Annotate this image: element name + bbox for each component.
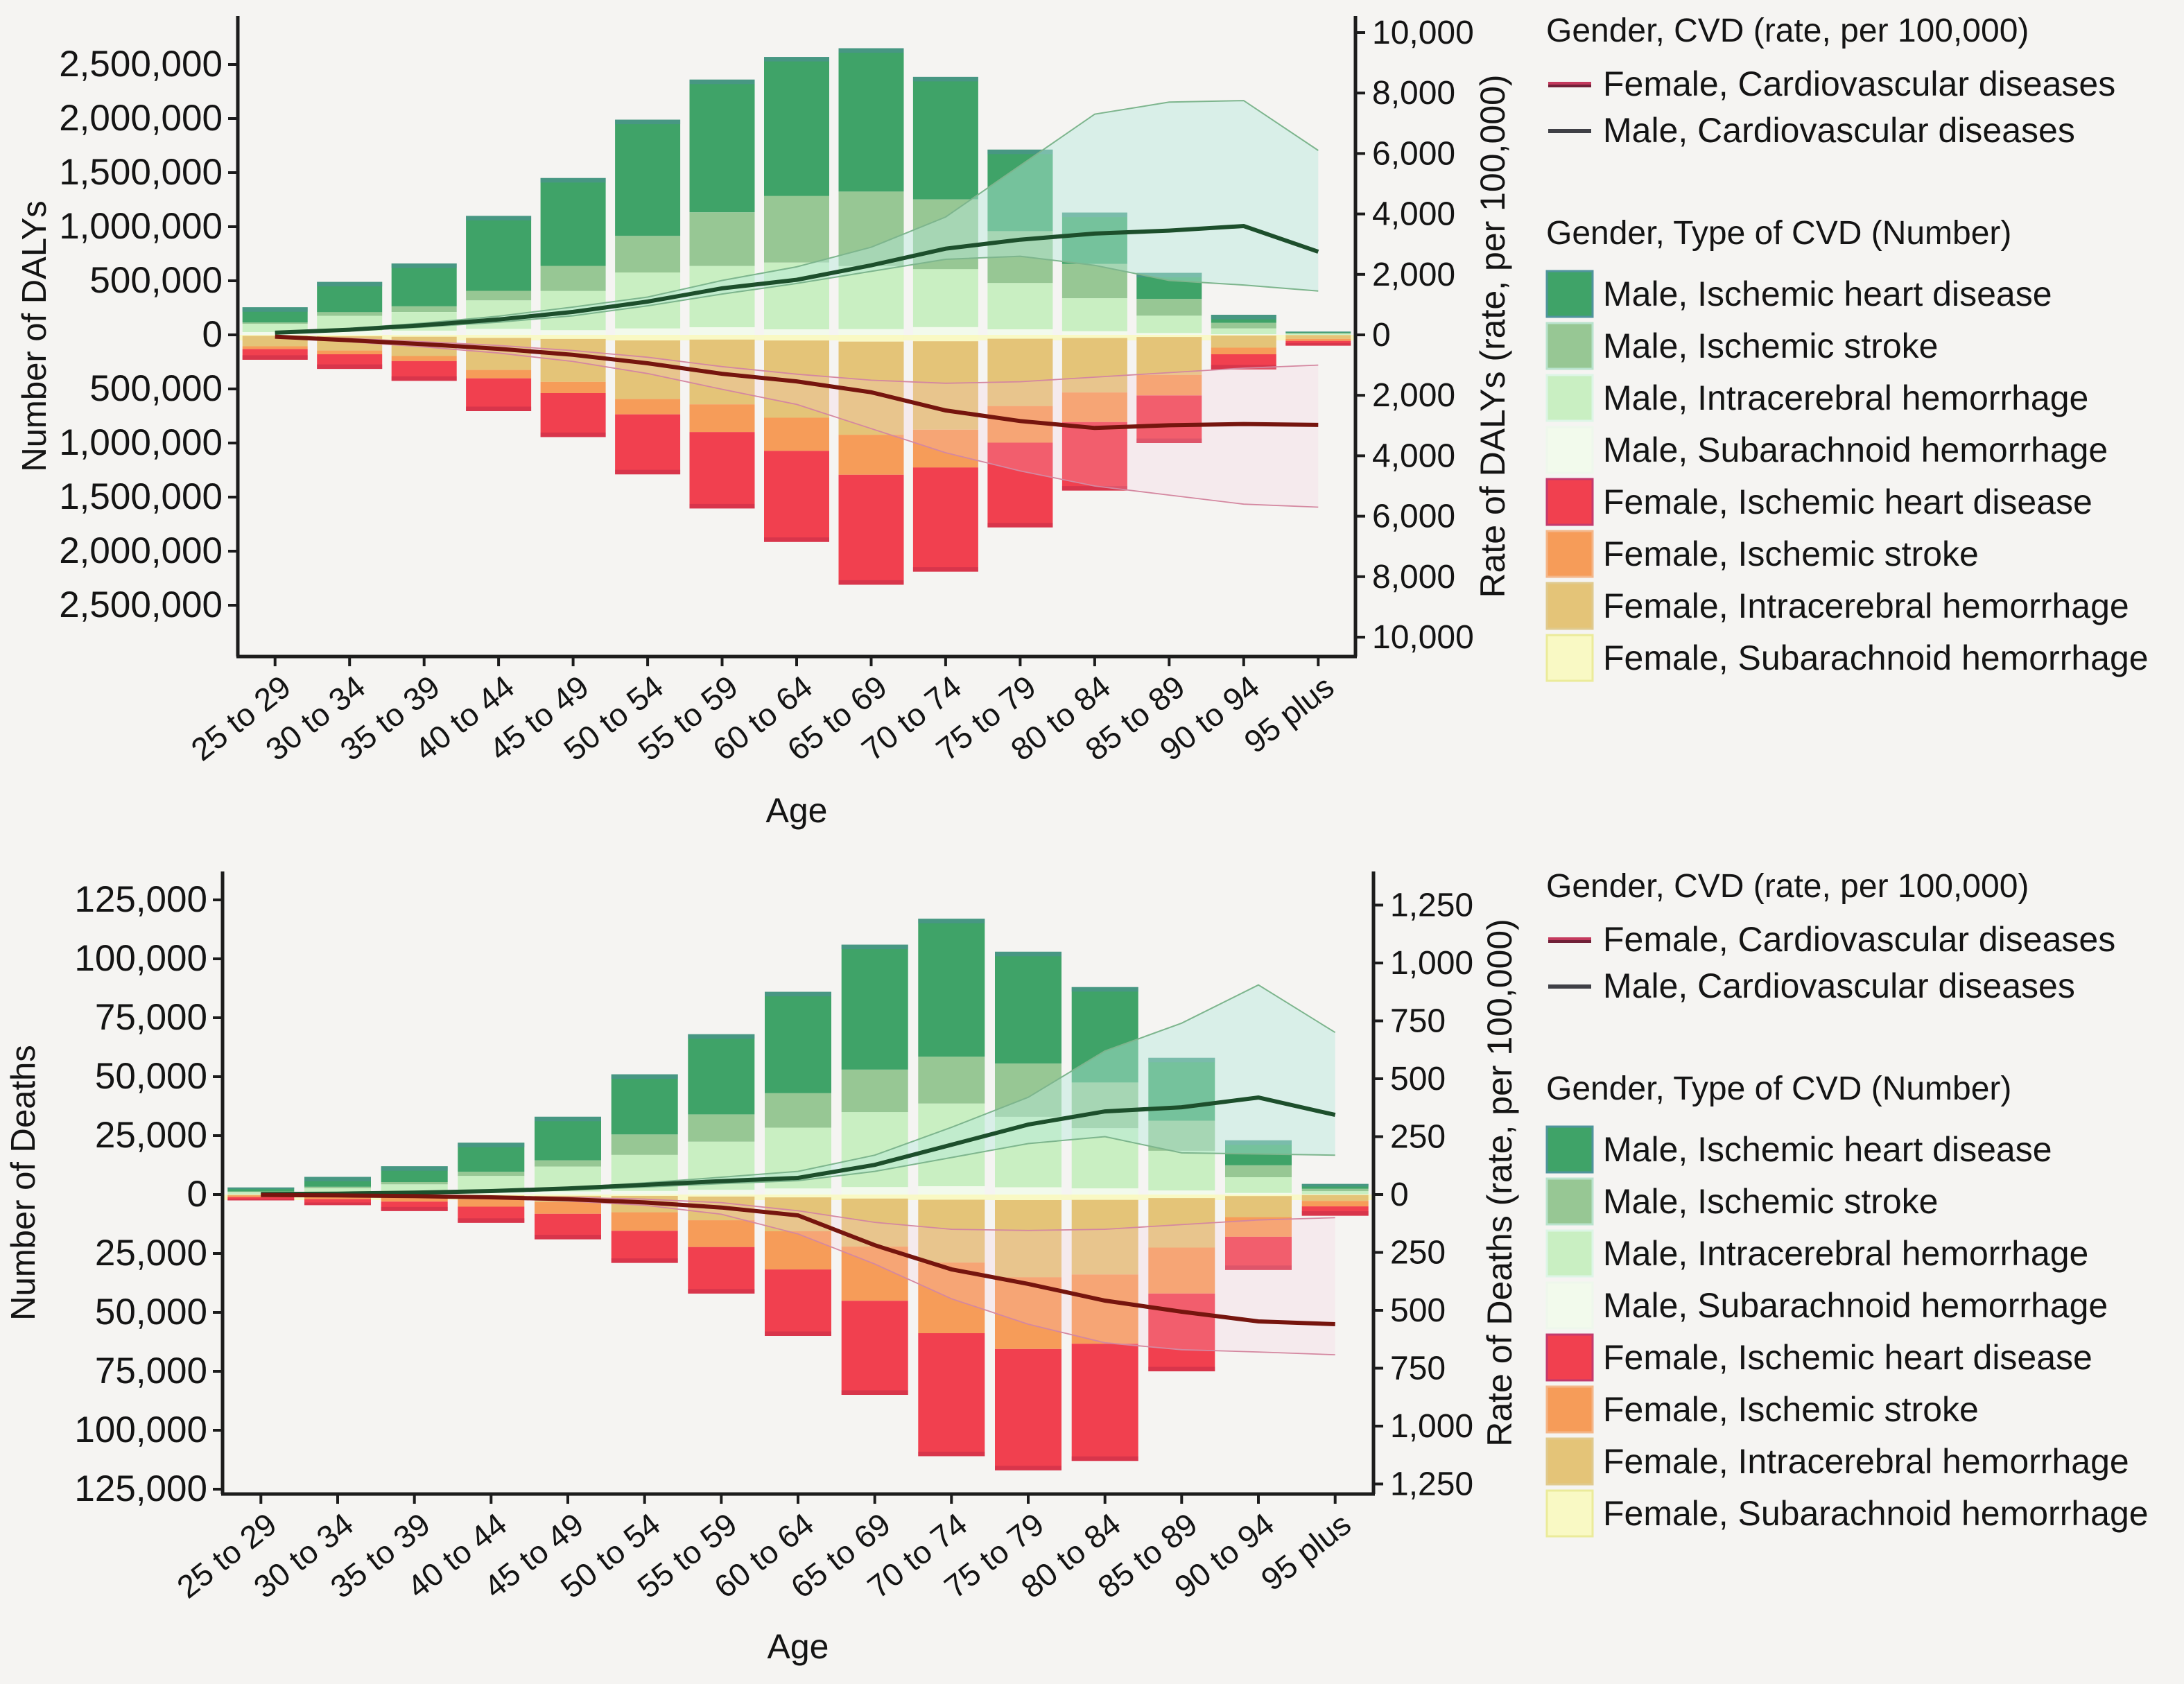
svg-text:2,500,000: 2,500,000 xyxy=(59,44,223,85)
svg-text:2,000: 2,000 xyxy=(1372,257,1455,293)
svg-text:1,250: 1,250 xyxy=(1390,887,1473,924)
svg-text:Male, Intracerebral hemorrhage: Male, Intracerebral hemorrhage xyxy=(1603,379,2088,417)
svg-text:Male, Subarachnoid hemorrhage: Male, Subarachnoid hemorrhage xyxy=(1603,1286,2108,1325)
svg-text:Female, Intracerebral hemorrha: Female, Intracerebral hemorrhage xyxy=(1603,587,2129,625)
svg-text:25,000: 25,000 xyxy=(95,1233,207,1274)
svg-text:0: 0 xyxy=(187,1174,207,1215)
svg-text:750: 750 xyxy=(1390,1351,1446,1387)
svg-text:Male, Ischemic heart disease: Male, Ischemic heart disease xyxy=(1603,1130,2052,1169)
svg-text:100,000: 100,000 xyxy=(74,1409,207,1450)
svg-text:8,000: 8,000 xyxy=(1372,75,1455,112)
svg-text:10,000: 10,000 xyxy=(1372,15,1474,51)
svg-text:1,000,000: 1,000,000 xyxy=(59,422,223,463)
svg-text:250: 250 xyxy=(1390,1235,1446,1271)
svg-text:Female, Cardiovascular disease: Female, Cardiovascular diseases xyxy=(1603,64,2115,103)
svg-text:10,000: 10,000 xyxy=(1372,619,1474,656)
svg-text:50,000: 50,000 xyxy=(95,1056,207,1097)
svg-text:6,000: 6,000 xyxy=(1372,135,1455,172)
svg-text:1,500,000: 1,500,000 xyxy=(59,152,223,193)
svg-text:2,500,000: 2,500,000 xyxy=(59,584,223,625)
svg-text:Gender, Type of CVD (Number): Gender, Type of CVD (Number) xyxy=(1546,1070,2011,1107)
svg-text:Female, Ischemic heart disease: Female, Ischemic heart disease xyxy=(1603,483,2092,521)
svg-text:Rate of Deaths (rate, per 100,: Rate of Deaths (rate, per 100,000) xyxy=(1480,919,1519,1447)
svg-text:Number of DALYs: Number of DALYs xyxy=(16,200,53,471)
svg-text:Gender, CVD (rate, per 100,000: Gender, CVD (rate, per 100,000) xyxy=(1546,868,2029,905)
svg-text:1,000: 1,000 xyxy=(1390,945,1473,982)
svg-text:Male, Cardiovascular diseases: Male, Cardiovascular diseases xyxy=(1603,966,2075,1005)
svg-text:Age: Age xyxy=(768,1627,829,1666)
svg-text:75,000: 75,000 xyxy=(95,1351,207,1391)
svg-text:500: 500 xyxy=(1390,1292,1446,1329)
svg-text:2,000,000: 2,000,000 xyxy=(59,530,223,571)
svg-text:Age: Age xyxy=(766,791,828,830)
svg-text:Female, Subarachnoid hemorrhag: Female, Subarachnoid hemorrhage xyxy=(1603,639,2149,677)
svg-text:Female, Intracerebral hemorrha: Female, Intracerebral hemorrhage xyxy=(1603,1442,2129,1481)
svg-text:1,000: 1,000 xyxy=(1390,1408,1473,1445)
svg-text:100,000: 100,000 xyxy=(74,938,207,979)
svg-text:125,000: 125,000 xyxy=(74,1468,207,1509)
svg-text:25,000: 25,000 xyxy=(95,1115,207,1156)
svg-text:8,000: 8,000 xyxy=(1372,559,1455,596)
svg-text:4,000: 4,000 xyxy=(1372,437,1455,474)
svg-text:0: 0 xyxy=(1390,1177,1409,1213)
svg-text:0: 0 xyxy=(202,314,223,355)
svg-text:Gender, CVD (rate, per 100,000: Gender, CVD (rate, per 100,000) xyxy=(1546,12,2029,49)
svg-text:Male, Ischemic stroke: Male, Ischemic stroke xyxy=(1603,327,1938,365)
svg-text:250: 250 xyxy=(1390,1119,1446,1156)
svg-text:6,000: 6,000 xyxy=(1372,498,1455,535)
svg-text:1,250: 1,250 xyxy=(1390,1466,1473,1503)
svg-text:Female, Ischemic stroke: Female, Ischemic stroke xyxy=(1603,1390,1979,1429)
svg-text:Female, Cardiovascular disease: Female, Cardiovascular diseases xyxy=(1603,920,2115,959)
svg-text:Male, Cardiovascular diseases: Male, Cardiovascular diseases xyxy=(1603,111,2075,150)
svg-text:500,000: 500,000 xyxy=(89,260,223,301)
svg-text:Male, Intracerebral hemorrhage: Male, Intracerebral hemorrhage xyxy=(1603,1234,2088,1273)
svg-text:Female, Ischemic stroke: Female, Ischemic stroke xyxy=(1603,535,1979,573)
svg-text:125,000: 125,000 xyxy=(74,879,207,920)
svg-text:Male, Ischemic heart disease: Male, Ischemic heart disease xyxy=(1603,275,2052,313)
svg-text:Male, Subarachnoid hemorrhage: Male, Subarachnoid hemorrhage xyxy=(1603,431,2108,469)
svg-text:Female, Subarachnoid hemorrhag: Female, Subarachnoid hemorrhage xyxy=(1603,1494,2149,1533)
svg-text:50,000: 50,000 xyxy=(95,1292,207,1333)
svg-text:750: 750 xyxy=(1390,1003,1446,1040)
svg-text:4,000: 4,000 xyxy=(1372,196,1455,233)
svg-text:500,000: 500,000 xyxy=(89,368,223,409)
svg-text:2,000: 2,000 xyxy=(1372,377,1455,414)
svg-text:1,000,000: 1,000,000 xyxy=(59,206,223,247)
svg-text:Rate of DALYs (rate, per 100,0: Rate of DALYs (rate, per 100,000) xyxy=(1473,74,1512,598)
svg-text:2,000,000: 2,000,000 xyxy=(59,98,223,139)
svg-text:Number of Deaths: Number of Deaths xyxy=(5,1045,42,1321)
svg-text:0: 0 xyxy=(1372,317,1391,354)
svg-text:Male, Ischemic stroke: Male, Ischemic stroke xyxy=(1603,1182,1938,1221)
svg-text:1,500,000: 1,500,000 xyxy=(59,476,223,517)
svg-text:Female, Ischemic heart disease: Female, Ischemic heart disease xyxy=(1603,1338,2092,1377)
svg-text:Gender, Type of CVD (Number): Gender, Type of CVD (Number) xyxy=(1546,215,2011,252)
svg-text:500: 500 xyxy=(1390,1061,1446,1097)
svg-text:75,000: 75,000 xyxy=(95,997,207,1038)
